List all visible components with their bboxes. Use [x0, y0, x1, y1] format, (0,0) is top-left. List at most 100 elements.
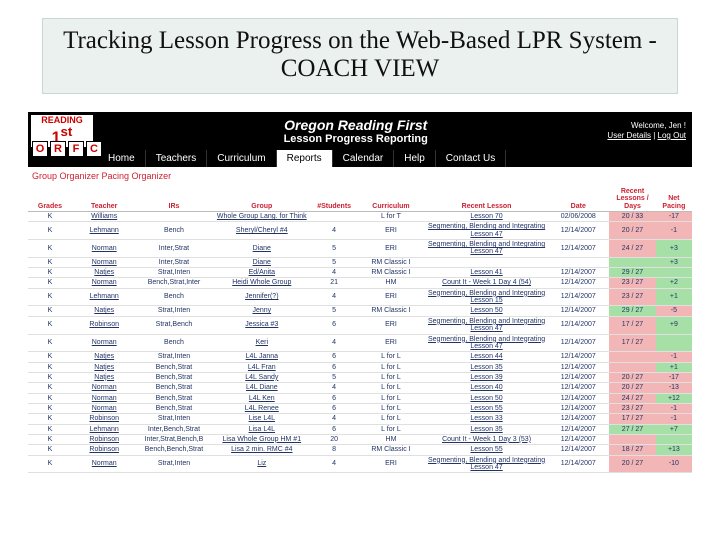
cell-lesson-link[interactable]: Segmenting, Blending and Integrating Les… — [426, 455, 547, 473]
logout-link[interactable]: Log Out — [658, 131, 686, 140]
cell-irs: Bench — [137, 334, 212, 352]
cell-curriculum: L for L — [356, 393, 426, 403]
cell-teacher-link[interactable]: Norman — [72, 393, 137, 403]
cell-pace — [656, 268, 692, 278]
cell-group-link[interactable]: L4L Renee — [211, 403, 312, 413]
cell-lesson-link[interactable]: Lesson 41 — [426, 268, 547, 278]
cell-date: 12/14/2007 — [547, 434, 609, 444]
cell-teacher-link[interactable]: Robinson — [72, 434, 137, 444]
cell-group-link[interactable]: Jessica #3 — [211, 316, 312, 334]
cell-irs: Inter,Strat — [137, 257, 212, 267]
cell-group-link[interactable]: Lisa Whole Group HM #1 — [211, 434, 312, 444]
orfc-tile: F — [68, 141, 84, 157]
cell-lesson-link[interactable]: Count It - Week 1 Day 4 (54) — [426, 278, 547, 288]
cell-date: 12/14/2007 — [547, 240, 609, 258]
cell-lesson-link[interactable]: Segmenting, Blending and Integrating Les… — [426, 334, 547, 352]
cell-teacher-link[interactable]: Norman — [72, 278, 137, 288]
cell-curriculum: ERI — [356, 222, 426, 240]
cell-group-link[interactable]: Jennifer(?) — [211, 288, 312, 306]
table-header-row: GradesTeacherIRsGroup#StudentsCurriculum… — [28, 187, 692, 212]
cell-lesson-link[interactable]: Lesson 50 — [426, 306, 547, 316]
cell-group-link[interactable]: Whole Group Lang. for Think — [211, 212, 312, 222]
cell-lesson-link[interactable]: Lesson 70 — [426, 212, 547, 222]
cell-teacher-link[interactable]: Lehmann — [72, 288, 137, 306]
cell-group-link[interactable]: Diane — [211, 257, 312, 267]
cell-date — [547, 257, 609, 267]
cell-lesson-link[interactable]: Segmenting, Blending and Integrating Les… — [426, 288, 547, 306]
cell-lesson-link[interactable]: Lesson 40 — [426, 383, 547, 393]
cell-teacher-link[interactable]: Norman — [72, 383, 137, 393]
cell-teacher-link[interactable]: Norman — [72, 240, 137, 258]
cell-group-link[interactable]: Lise L4L — [211, 414, 312, 424]
nav-tab-contact-us[interactable]: Contact Us — [436, 150, 506, 167]
cell-group-link[interactable]: Ed/Anita — [211, 268, 312, 278]
nav-tab-reports[interactable]: Reports — [277, 150, 333, 167]
cell-lesson-link[interactable]: Count It - Week 1 Day 3 (53) — [426, 434, 547, 444]
cell-lesson-link[interactable]: Lesson 55 — [426, 445, 547, 455]
cell-students: 5 — [312, 257, 356, 267]
breadcrumb[interactable]: Group Organizer Pacing Organizer — [28, 167, 692, 187]
cell-group-link[interactable]: L4L Diane — [211, 383, 312, 393]
cell-lesson-link[interactable]: Segmenting, Blending and Integrating Les… — [426, 240, 547, 258]
cell-lesson-link[interactable]: Lesson 35 — [426, 424, 547, 434]
nav-tab-home[interactable]: Home — [98, 150, 146, 167]
cell-teacher-link[interactable]: Robinson — [72, 316, 137, 334]
cell-students: 6 — [312, 393, 356, 403]
cell-days: 17 / 27 — [609, 316, 656, 334]
cell-days: 24 / 27 — [609, 240, 656, 258]
cell-group-link[interactable]: L4L Ken — [211, 393, 312, 403]
cell-teacher-link[interactable]: Natjes — [72, 372, 137, 382]
cell-days — [609, 257, 656, 267]
cell-group-link[interactable]: Lisa 2 min. RMC #4 — [211, 445, 312, 455]
cell-lesson-link[interactable] — [426, 257, 547, 267]
cell-curriculum: ERI — [356, 240, 426, 258]
cell-pace: +12 — [656, 393, 692, 403]
cell-grade: K — [28, 278, 72, 288]
cell-teacher-link[interactable]: Natjes — [72, 352, 137, 362]
cell-pace: +3 — [656, 257, 692, 267]
cell-lesson-link[interactable]: Segmenting, Blending and Integrating Les… — [426, 316, 547, 334]
cell-irs: Bench,Strat — [137, 372, 212, 382]
cell-group-link[interactable]: Liz — [211, 455, 312, 473]
nav-tab-calendar[interactable]: Calendar — [333, 150, 395, 167]
cell-date: 12/14/2007 — [547, 222, 609, 240]
cell-teacher-link[interactable]: Norman — [72, 257, 137, 267]
cell-pace: -17 — [656, 372, 692, 382]
cell-students: 6 — [312, 403, 356, 413]
cell-teacher-link[interactable]: Lehmann — [72, 222, 137, 240]
cell-lesson-link[interactable]: Segmenting, Blending and Integrating Les… — [426, 222, 547, 240]
cell-group-link[interactable]: Sheryl/Cheryl #4 — [211, 222, 312, 240]
cell-group-link[interactable]: L4L Sandy — [211, 372, 312, 382]
cell-teacher-link[interactable]: Robinson — [72, 445, 137, 455]
cell-teacher-link[interactable]: Natjes — [72, 268, 137, 278]
cell-group-link[interactable]: Lisa L4L — [211, 424, 312, 434]
cell-lesson-link[interactable]: Lesson 39 — [426, 372, 547, 382]
cell-teacher-link[interactable]: Robinson — [72, 414, 137, 424]
cell-teacher-link[interactable]: Natjes — [72, 362, 137, 372]
cell-teacher-link[interactable]: Lehmann — [72, 424, 137, 434]
cell-group-link[interactable]: L4L Fran — [211, 362, 312, 372]
nav-tab-curriculum[interactable]: Curriculum — [207, 150, 276, 167]
cell-group-link[interactable]: L4L Janna — [211, 352, 312, 362]
cell-lesson-link[interactable]: Lesson 35 — [426, 362, 547, 372]
cell-teacher-link[interactable]: Norman — [72, 334, 137, 352]
cell-group-link[interactable]: Diane — [211, 240, 312, 258]
cell-teacher-link[interactable]: Norman — [72, 403, 137, 413]
cell-lesson-link[interactable]: Lesson 44 — [426, 352, 547, 362]
cell-teacher-link[interactable]: Norman — [72, 455, 137, 473]
cell-teacher-link[interactable]: Williams — [72, 212, 137, 222]
cell-group-link[interactable]: Heidi Whole Group — [211, 278, 312, 288]
pacing-table: GradesTeacherIRsGroup#StudentsCurriculum… — [28, 187, 692, 473]
cell-group-link[interactable]: Keri — [211, 334, 312, 352]
cell-days: 29 / 27 — [609, 306, 656, 316]
cell-lesson-link[interactable]: Lesson 33 — [426, 414, 547, 424]
nav-tab-teachers[interactable]: Teachers — [146, 150, 208, 167]
cell-curriculum: RM Classic I — [356, 445, 426, 455]
cell-lesson-link[interactable]: Lesson 50 — [426, 393, 547, 403]
cell-group-link[interactable]: Jenny — [211, 306, 312, 316]
nav-tab-help[interactable]: Help — [394, 150, 436, 167]
cell-teacher-link[interactable]: Natjes — [72, 306, 137, 316]
cell-days: 20 / 27 — [609, 372, 656, 382]
cell-lesson-link[interactable]: Lesson 55 — [426, 403, 547, 413]
user-details-link[interactable]: User Details — [607, 131, 651, 140]
